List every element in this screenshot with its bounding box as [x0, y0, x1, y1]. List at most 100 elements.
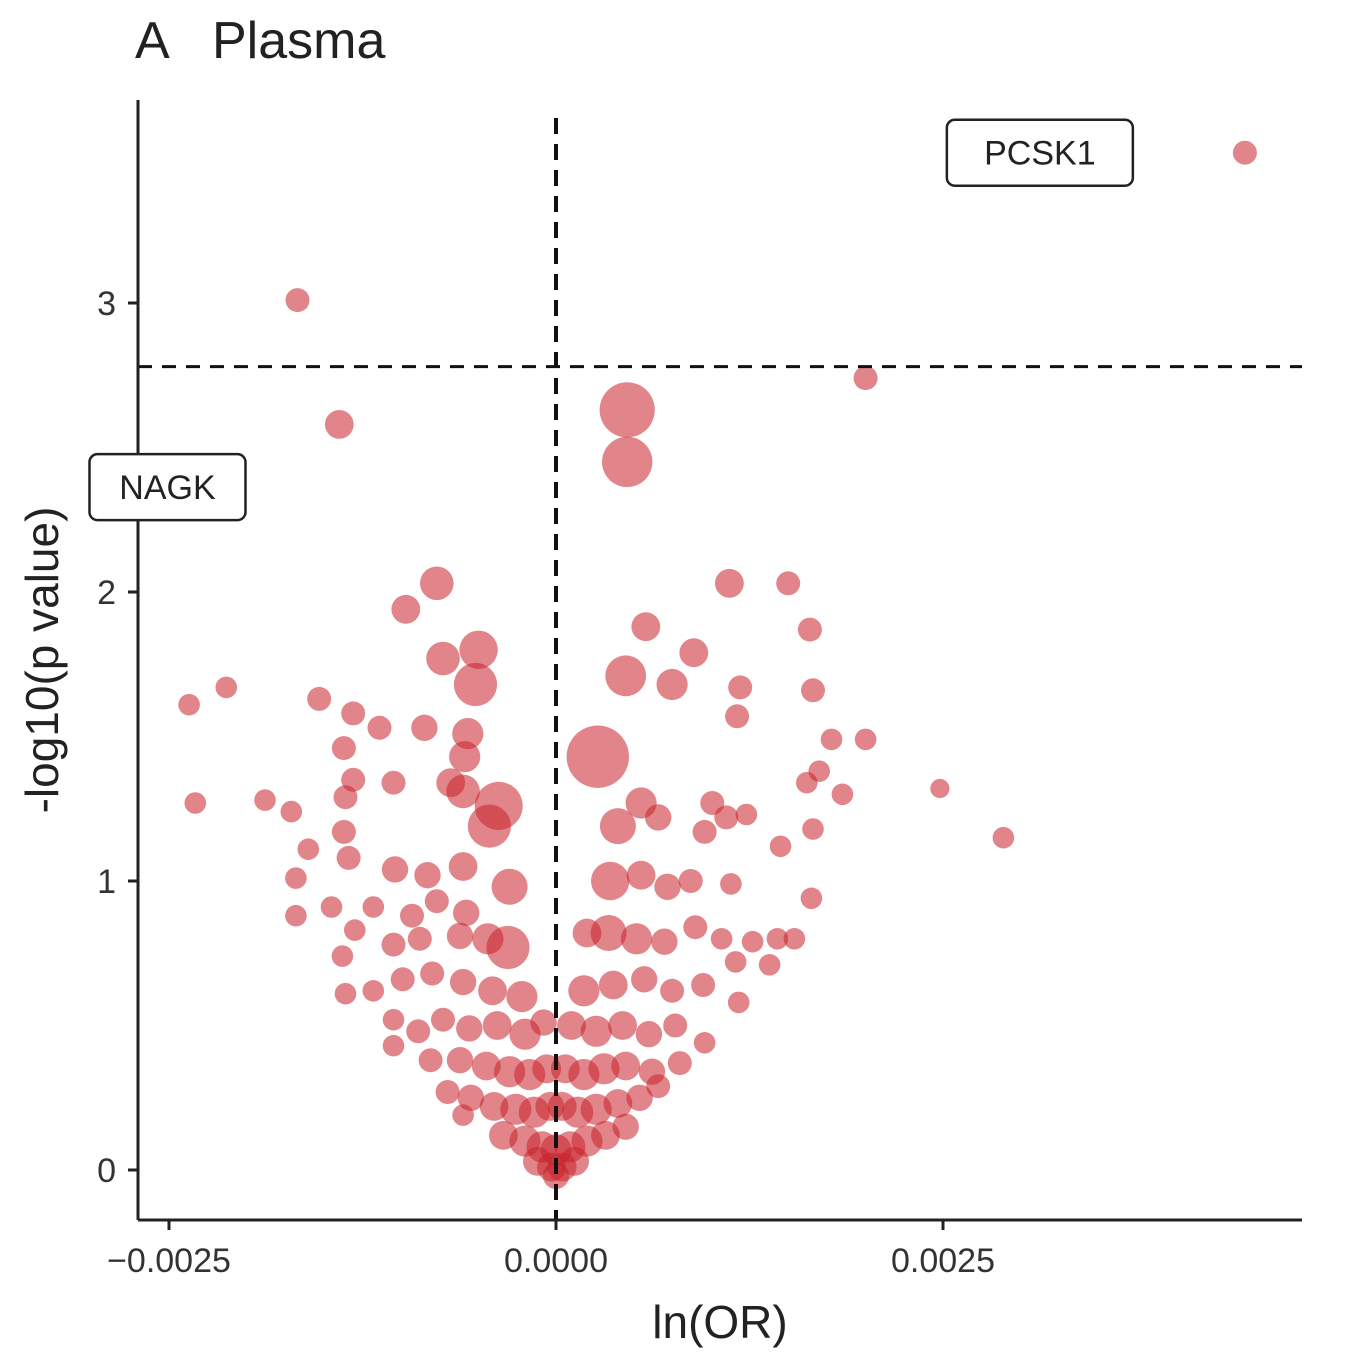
data-point: [215, 676, 238, 699]
data-point: [560, 1146, 589, 1176]
data-point: [783, 928, 806, 950]
data-point: [452, 1104, 474, 1126]
y-axis-title: -log10(p value): [16, 507, 68, 814]
data-point: [588, 1053, 620, 1085]
data-point: [720, 873, 742, 895]
data-point: [280, 800, 303, 823]
data-point: [992, 826, 1015, 849]
data-point: [448, 852, 478, 881]
data-point: [414, 862, 441, 889]
x-axis-title: ln(OR): [652, 1296, 787, 1348]
data-point: [453, 662, 498, 707]
data-point: [456, 1015, 483, 1042]
data-point: [331, 736, 356, 761]
data-point: [446, 922, 474, 950]
data-point: [449, 741, 481, 773]
data-point: [453, 899, 480, 926]
data-point: [407, 926, 432, 951]
data-point: [381, 932, 406, 957]
label-text: NAGK: [119, 469, 216, 507]
data-point: [602, 436, 653, 488]
data-point: [678, 869, 703, 893]
data-point: [663, 1013, 688, 1038]
label-nagk: NAGK: [88, 452, 247, 522]
data-point: [362, 980, 385, 1002]
data-point: [568, 975, 600, 1007]
data-point: [320, 896, 343, 918]
data-point: [635, 1020, 663, 1048]
data-point: [482, 1011, 512, 1040]
data-point: [449, 968, 477, 996]
data-point: [530, 1009, 557, 1036]
data-point: [626, 860, 656, 890]
data-point: [420, 566, 454, 601]
data-point: [693, 1032, 716, 1054]
data-point: [542, 1162, 570, 1190]
data-point: [467, 804, 511, 848]
data-point: [853, 366, 878, 391]
data-point: [692, 819, 717, 844]
data-point: [566, 725, 629, 788]
data-point: [324, 410, 354, 439]
data-point: [605, 655, 647, 697]
data-point: [758, 954, 781, 976]
data-point: [646, 1074, 671, 1099]
data-point: [580, 1015, 612, 1047]
data-point: [854, 728, 877, 751]
data-point: [710, 928, 733, 950]
data-point: [297, 838, 320, 860]
data-point: [725, 704, 750, 729]
y-tick-label: 3: [97, 285, 116, 323]
data-point: [391, 594, 421, 624]
data-point: [800, 887, 823, 910]
data-point: [382, 1034, 405, 1057]
panel-label: A: [135, 12, 170, 70]
x-tick-label: 0.0025: [891, 1242, 995, 1280]
chart-title: Plasma: [212, 12, 385, 70]
data-point: [382, 1008, 405, 1031]
label-box: [945, 118, 1135, 187]
data-point: [620, 923, 653, 955]
data-point: [381, 856, 409, 883]
label-text: PCSK1: [984, 135, 1096, 173]
data-point: [406, 1019, 431, 1044]
data-point: [331, 945, 354, 967]
data-point: [728, 675, 753, 700]
data-point: [435, 1080, 460, 1104]
data-point: [645, 804, 672, 831]
data-point: [344, 919, 366, 941]
data-point: [1232, 140, 1257, 165]
data-point: [341, 701, 366, 726]
data-point: [418, 1048, 443, 1073]
data-point: [367, 715, 392, 740]
data-point: [254, 789, 276, 811]
data-point: [667, 1051, 692, 1076]
data-point: [411, 714, 438, 741]
data-point: [472, 923, 504, 955]
data-point: [599, 382, 655, 438]
data-point: [802, 818, 824, 840]
data-point: [660, 978, 685, 1003]
data-point: [590, 915, 627, 951]
data-point: [796, 771, 818, 794]
data-point: [797, 617, 822, 642]
y-tick-label: 1: [97, 863, 116, 901]
data-point: [400, 903, 424, 928]
x-tick-label: 0.0000: [504, 1242, 608, 1280]
data-point: [651, 928, 678, 955]
data-point: [491, 868, 528, 905]
data-point: [776, 571, 801, 596]
label-box: [88, 452, 247, 522]
data-point: [831, 783, 854, 806]
data-point: [735, 803, 758, 826]
data-point: [557, 1011, 586, 1040]
data-point: [608, 1011, 637, 1040]
axis-ticks: −0.0025 0.0000 0.0025 0 1 2 3: [97, 285, 995, 1280]
data-point: [184, 792, 207, 814]
data-point: [599, 808, 636, 845]
x-tick-label: −0.0025: [107, 1242, 231, 1280]
data-point: [452, 718, 484, 750]
data-point: [612, 1113, 639, 1140]
data-point: [631, 966, 658, 993]
data-point: [431, 1007, 455, 1032]
